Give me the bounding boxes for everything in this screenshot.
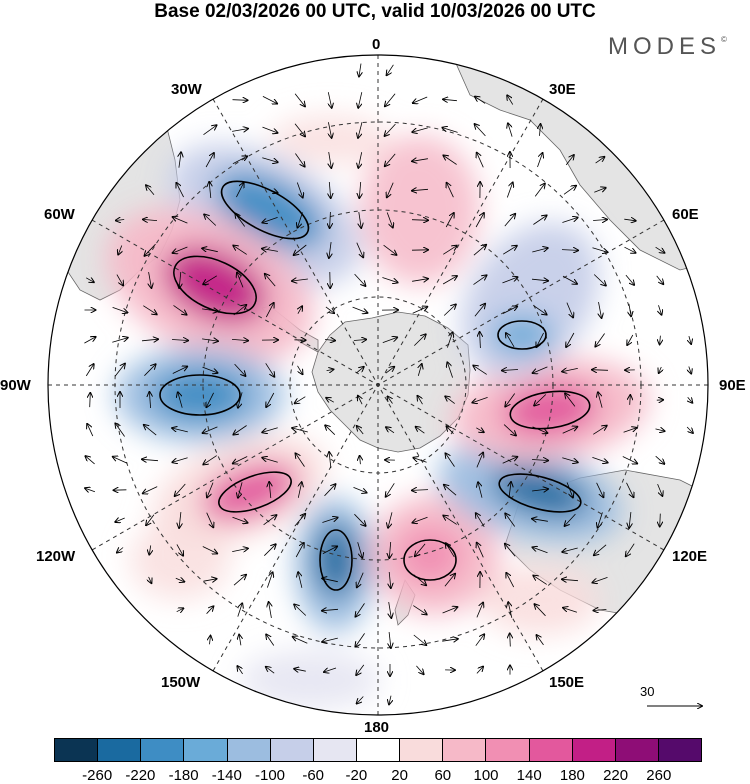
anomaly-pos-150e-weak	[480, 565, 600, 635]
colorbar-cell	[530, 739, 573, 761]
anomaly-pos-135w-weak	[130, 520, 230, 600]
colorbar-cell	[98, 739, 141, 761]
meridian-label-90w: 90W	[0, 378, 31, 394]
colorbar-cell	[573, 739, 616, 761]
meridian-label-90e: 90E	[719, 378, 746, 394]
meridian-label-30w: 30W	[171, 82, 202, 98]
colorbar-cell	[228, 739, 271, 761]
anomaly-neg-90w-core	[152, 369, 248, 421]
colorbar-cell	[184, 739, 227, 761]
meridian-label-60e: 60E	[672, 207, 699, 223]
meridian-label-0: 0	[372, 37, 380, 53]
anomaly-pos-165e-core	[398, 527, 462, 583]
map-disk	[40, 50, 720, 730]
colorbar-cell	[55, 739, 98, 761]
colorbar-cell	[400, 739, 443, 761]
colorbar-cell	[141, 739, 184, 761]
meridian-label-30e: 30E	[549, 82, 576, 98]
meridian-label-120w: 120W	[36, 549, 75, 565]
colorbar-cell	[659, 739, 701, 761]
colorbar-cell	[443, 739, 486, 761]
colorbar-cell	[486, 739, 529, 761]
colorbar-cell	[357, 739, 400, 761]
colorbar-cell	[314, 739, 357, 761]
meridian-label-150e: 150E	[549, 675, 584, 691]
meridian-label-120e: 120E	[672, 549, 707, 565]
meridian-label-150w: 150W	[161, 675, 200, 691]
reference-vector-label: 30	[640, 684, 654, 699]
colorbar-cell	[616, 739, 659, 761]
meridian-label-60w: 60W	[44, 207, 75, 223]
colorbar-cell	[271, 739, 314, 761]
colorbar	[54, 738, 702, 762]
meridian-label-180: 180	[364, 720, 389, 736]
colorbar-tick-label: 260	[634, 767, 684, 784]
